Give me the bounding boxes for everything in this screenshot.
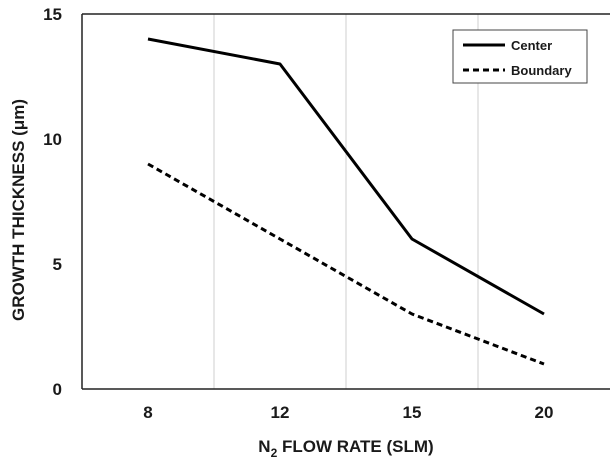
series-lines — [147, 37, 545, 366]
x-tick-label: 12 — [271, 403, 290, 422]
x-tick-label: 20 — [535, 403, 554, 422]
series-line-boundary — [147, 162, 545, 366]
y-tick-labels: 0 5 10 15 — [43, 5, 62, 399]
y-tick-label: 10 — [43, 130, 62, 149]
axes — [81, 13, 610, 390]
grid-lines — [213, 14, 479, 389]
x-axis-title-subscript: 2 — [271, 446, 278, 460]
x-tick-label: 15 — [403, 403, 422, 422]
series-line-center — [147, 37, 545, 316]
y-tick-label: 0 — [53, 380, 62, 399]
y-axis-title: GROWTH THICKNESS (μm) — [9, 99, 28, 321]
legend: Center Boundary — [452, 29, 588, 84]
x-axis-title-rest: FLOW RATE (SLM) — [277, 437, 433, 456]
legend-label-center: Center — [511, 38, 552, 53]
legend-label-boundary: Boundary — [511, 63, 572, 78]
x-axis-title-main: N — [258, 437, 270, 456]
legend-box — [452, 29, 588, 84]
x-tick-labels: 8 12 15 20 — [143, 403, 553, 422]
y-tick-label: 5 — [53, 255, 62, 274]
x-axis-title: N2 FLOW RATE (SLM) — [258, 437, 433, 460]
y-tick-label: 15 — [43, 5, 62, 24]
x-tick-label: 8 — [143, 403, 152, 422]
